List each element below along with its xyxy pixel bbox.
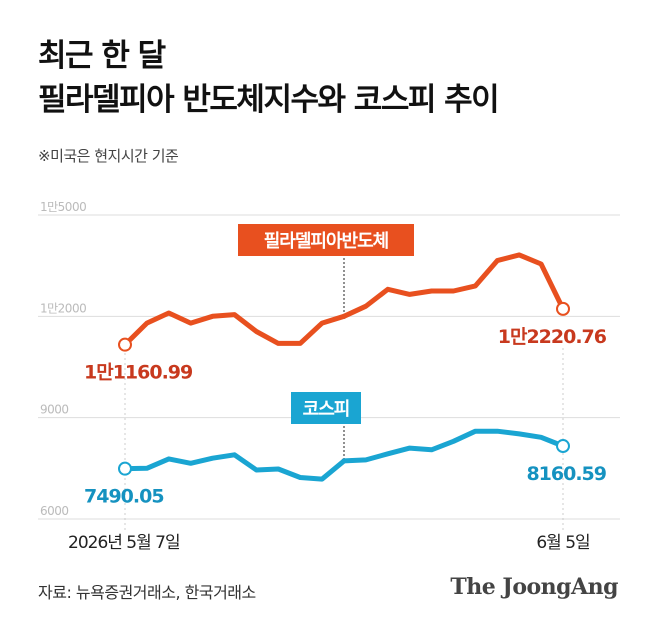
kospi-end-label: 8160.59 bbox=[526, 463, 606, 485]
sox-point bbox=[556, 301, 570, 316]
y-tick-label: 1만2000 bbox=[40, 301, 86, 315]
series-lines bbox=[122, 252, 566, 482]
series-markers bbox=[118, 301, 570, 476]
title-line-1: 최근 한 달 bbox=[38, 38, 166, 74]
chart-title: 최근 한 달 필라델피아 반도체지수와 코스피 추이 bbox=[38, 34, 500, 122]
timezone-note: ※미국은 현지시간 기준 bbox=[38, 147, 179, 165]
sox-point bbox=[118, 337, 132, 352]
x-start-label: 2026년 5월 7일 bbox=[68, 533, 180, 553]
kospi-start-label: 7490.05 bbox=[84, 486, 164, 508]
kospi-line bbox=[122, 428, 566, 482]
kospi-point bbox=[556, 439, 570, 454]
kospi-point bbox=[118, 461, 132, 476]
x-end-label: 6월 5일 bbox=[536, 533, 589, 553]
kospi-tag bbox=[291, 392, 361, 424]
y-tick-label: 1만5000 bbox=[40, 200, 86, 214]
kospi-tag-label: 코스피 bbox=[303, 399, 350, 420]
sox-end-label: 1만2220.76 bbox=[498, 326, 607, 348]
title-line-2: 필라델피아 반도체지수와 코스피 추이 bbox=[38, 82, 500, 118]
y-axis-labels: 6000 9000 1만2000 1만5000 bbox=[40, 200, 87, 518]
brand-logo: The JoongAng bbox=[450, 574, 618, 600]
sox-tag bbox=[238, 224, 414, 256]
sox-start-label: 1만1160.99 bbox=[84, 362, 192, 384]
y-tick-label: 9000 bbox=[40, 403, 69, 417]
sox-line bbox=[122, 252, 566, 348]
sox-tag-label: 필라델피아반도체 bbox=[264, 231, 389, 252]
y-tick-label: 6000 bbox=[40, 504, 69, 518]
data-labels: 1만1160.99 1만2220.76 7490.05 8160.59 bbox=[84, 326, 608, 508]
source-text: 자료: 뉴욕증권거래소, 한국거래소 bbox=[38, 583, 256, 602]
x-axis-labels: 2026년 5월 7일 6월 5일 bbox=[68, 533, 591, 553]
